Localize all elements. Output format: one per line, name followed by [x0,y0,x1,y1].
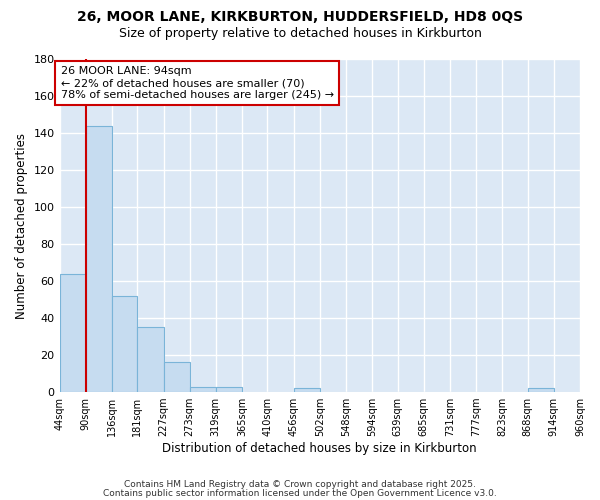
Text: 26, MOOR LANE, KIRKBURTON, HUDDERSFIELD, HD8 0QS: 26, MOOR LANE, KIRKBURTON, HUDDERSFIELD,… [77,10,523,24]
Bar [190,386,216,392]
Bar [528,388,554,392]
Bar [137,328,164,392]
Text: Size of property relative to detached houses in Kirkburton: Size of property relative to detached ho… [119,28,481,40]
Text: Contains public sector information licensed under the Open Government Licence v3: Contains public sector information licen… [103,488,497,498]
Text: 26 MOOR LANE: 94sqm
← 22% of detached houses are smaller (70)
78% of semi-detach: 26 MOOR LANE: 94sqm ← 22% of detached ho… [61,66,334,100]
Bar [216,386,242,392]
Y-axis label: Number of detached properties: Number of detached properties [15,132,28,318]
Bar [112,296,137,392]
Bar [293,388,320,392]
Bar [164,362,190,392]
Text: Contains HM Land Registry data © Crown copyright and database right 2025.: Contains HM Land Registry data © Crown c… [124,480,476,489]
Bar [59,274,86,392]
X-axis label: Distribution of detached houses by size in Kirkburton: Distribution of detached houses by size … [163,442,477,455]
Bar [86,126,112,392]
